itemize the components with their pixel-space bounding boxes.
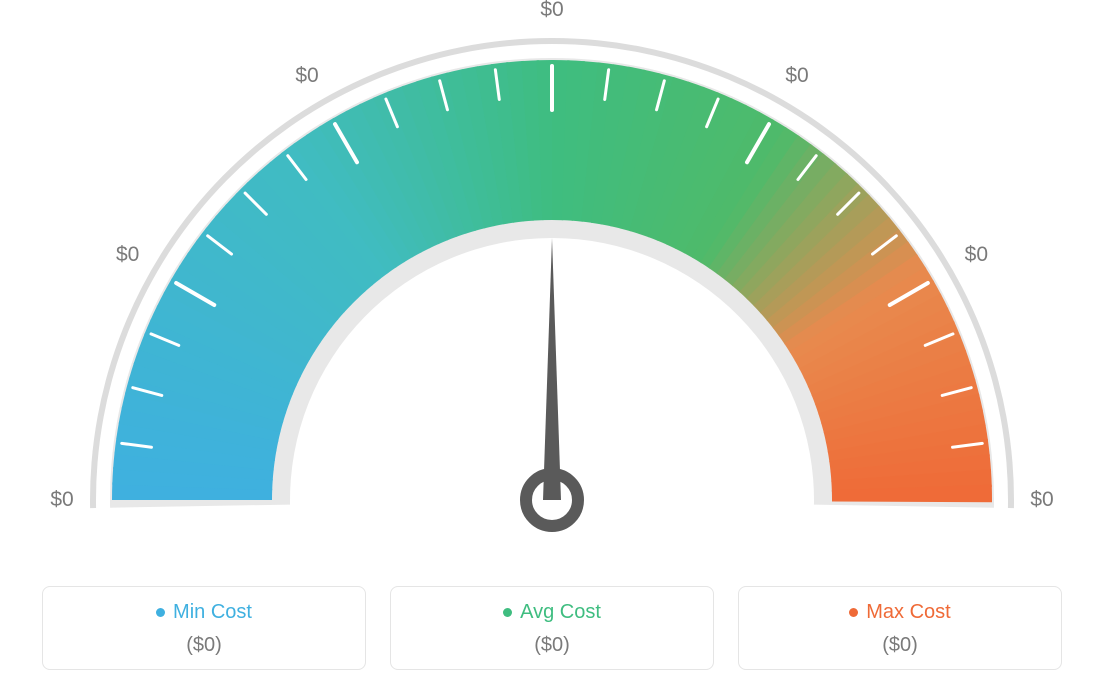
legend-label: Min Cost (173, 601, 252, 624)
gauge-tick-label: $0 (540, 0, 563, 22)
dot-icon (849, 608, 858, 617)
legend-value-min: ($0) (53, 634, 355, 657)
dot-icon (503, 608, 512, 617)
legend-card-min: Min Cost ($0) (42, 586, 366, 670)
legend-title-avg: Avg Cost (503, 601, 601, 624)
legend-label: Avg Cost (520, 601, 601, 624)
legend-card-max: Max Cost ($0) (738, 586, 1062, 670)
gauge-svg (42, 0, 1062, 560)
legend-title-max: Max Cost (849, 601, 950, 624)
gauge-tick-label: $0 (295, 64, 318, 88)
legend-card-avg: Avg Cost ($0) (390, 586, 714, 670)
gauge-tick-label: $0 (50, 488, 73, 512)
legend-value-max: ($0) (749, 634, 1051, 657)
gauge-tick-label: $0 (116, 243, 139, 267)
legend-row: Min Cost ($0) Avg Cost ($0) Max Cost ($0… (42, 586, 1062, 670)
gauge-tick-label: $0 (785, 64, 808, 88)
gauge-tick-label: $0 (965, 243, 988, 267)
legend-label: Max Cost (866, 601, 950, 624)
dot-icon (156, 608, 165, 617)
legend-title-min: Min Cost (156, 601, 252, 624)
legend-value-avg: ($0) (401, 634, 703, 657)
gauge-chart: $0 $0 $0 $0 $0 $0 $0 (42, 0, 1062, 560)
gauge-tick-label: $0 (1030, 488, 1053, 512)
